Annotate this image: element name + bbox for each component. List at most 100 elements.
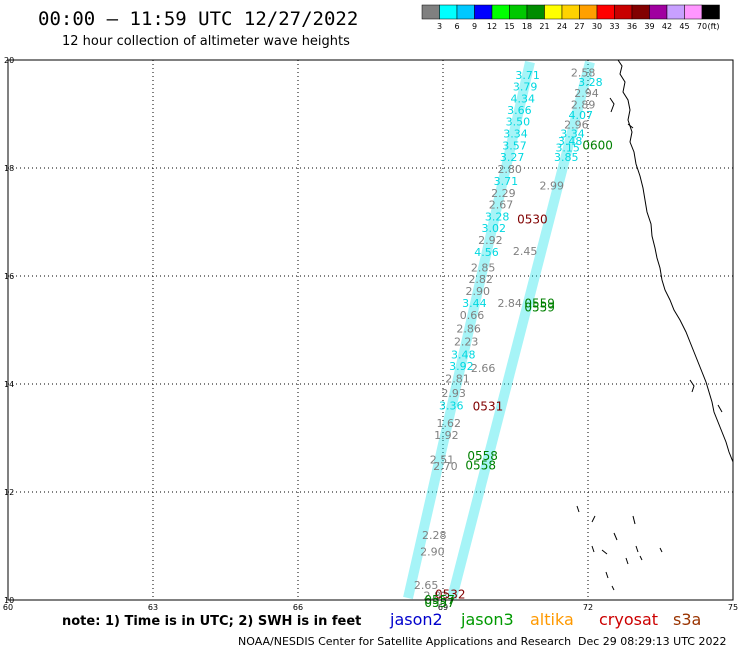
satellite-tracks xyxy=(403,60,595,600)
swh-label: 1.62 xyxy=(437,417,462,430)
swh-label: 4.34 xyxy=(511,92,536,105)
map-title: 00:00 – 11:59 UTC 12/27/2022 xyxy=(38,8,358,30)
swh-label: 4.56 xyxy=(474,246,499,259)
legend-swatch xyxy=(526,4,545,20)
swh-label: 3.34 xyxy=(560,127,585,140)
swh-label: 3.71 xyxy=(515,69,540,82)
coast-inlet-1 xyxy=(609,97,615,113)
swh-label: 2.83 xyxy=(424,590,449,603)
legend-swatch xyxy=(631,4,650,20)
coast-inlet-4 xyxy=(717,404,723,413)
legend-bin-label: 6 xyxy=(454,22,459,31)
legend-bin-label: 21 xyxy=(539,22,549,31)
swh-label: 0.66 xyxy=(460,309,485,322)
legend-swatch xyxy=(666,4,685,20)
swh-label: 3.57 xyxy=(502,139,527,152)
swh-label: 2.81 xyxy=(445,373,470,386)
lon-tick-label: 75 xyxy=(728,603,738,612)
swh-label: 2.90 xyxy=(466,285,491,298)
swh-label: 2.67 xyxy=(489,199,514,212)
footer-timestamp: Dec 29 08:29:13 UTC 2022 xyxy=(578,635,726,648)
legend-swatch xyxy=(596,4,615,20)
lakshadweep-islands xyxy=(576,505,663,591)
legend-swatch xyxy=(509,4,528,20)
swh-label: 2.99 xyxy=(540,179,565,192)
mission-s3a: s3a xyxy=(673,610,701,629)
lat-tick-label: 16 xyxy=(4,272,14,281)
swh-label: 3.34 xyxy=(503,127,528,140)
lon-tick-label: 69 xyxy=(438,603,448,612)
swh-label: 2.29 xyxy=(491,187,516,200)
swh-label: 2.66 xyxy=(471,362,496,375)
lon-tick-label: 72 xyxy=(583,603,593,612)
swh-label: 2.85 xyxy=(471,261,496,274)
legend-swatch xyxy=(421,4,440,20)
legend-swatch xyxy=(684,4,703,20)
swh-label: 2.51 xyxy=(430,454,455,467)
swh-label: 2.90 xyxy=(420,545,445,558)
legend-swatch xyxy=(439,4,458,20)
pass-time-label: 0532 xyxy=(435,588,466,602)
swh-label: 2.45 xyxy=(513,245,538,258)
swh-label: 3.28 xyxy=(485,211,510,224)
legend-bin-label: 70 xyxy=(697,22,707,31)
legend-swatch xyxy=(561,4,580,20)
legend-swatch xyxy=(456,4,475,20)
swh-label: 2.82 xyxy=(468,273,493,286)
swh-label: 2.84 xyxy=(497,297,522,310)
swh-label: 2.65 xyxy=(414,579,439,592)
legend-swatch xyxy=(491,4,510,20)
legend-bin-label: 45 xyxy=(679,22,689,31)
map-subtitle: 12 hour collection of altimeter wave hei… xyxy=(62,34,350,49)
swh-label: 2.58 xyxy=(571,66,596,79)
swh-label: 3.48 xyxy=(451,348,476,361)
swh-label: 2.23 xyxy=(454,335,479,348)
pass-time-label: 0558 xyxy=(465,459,496,473)
lat-lon-grid xyxy=(8,60,733,600)
wave-height-color-legend: 3 6 9 12 15 18 21 24 27 30 33 36 39 42 45 70 (ft) xyxy=(421,4,720,31)
mission-cryosat: cryosat xyxy=(599,610,658,629)
coast-inlet-3 xyxy=(689,379,695,393)
legend-swatch xyxy=(474,4,493,20)
mission-altika: altika xyxy=(530,610,574,629)
coast-inlet-2 xyxy=(627,123,634,129)
legend-bin-label: 33 xyxy=(609,22,619,31)
legend-bin-label: 24 xyxy=(557,22,567,31)
footer-note: note: 1) Time is in UTC; 2) SWH is in fe… xyxy=(62,614,361,629)
pass-time-label: 0530 xyxy=(517,212,548,226)
swh-label: 3.71 xyxy=(494,175,519,188)
footer-credit: NOAA/NESDIS Center for Satellite Applica… xyxy=(238,635,571,648)
lon-tick-label: 60 xyxy=(3,603,13,612)
lat-tick-label: 18 xyxy=(4,164,14,173)
swh-label: 2.94 xyxy=(574,87,599,100)
legend-swatch xyxy=(649,4,668,20)
lat-tick-label: 12 xyxy=(4,488,14,497)
swh-label: 1.92 xyxy=(434,429,459,442)
swh-label: 2.89 xyxy=(571,98,596,111)
legend-bin-label: 30 xyxy=(592,22,602,31)
swh-label: 2.70 xyxy=(433,460,458,473)
swh-value-labels: 2.58 3.71 3.28 3.79 2.94 4.34 2.89 3.66 4.07 3.50… xyxy=(414,66,603,602)
legend-swatch xyxy=(579,4,598,20)
legend-swatch xyxy=(701,4,720,20)
mission-jason3: jason3 xyxy=(460,610,514,629)
map-background xyxy=(8,60,733,600)
swh-label: 2.96 xyxy=(564,118,589,131)
swh-label: 3.50 xyxy=(506,116,531,129)
swh-label: 3.02 xyxy=(482,222,507,235)
legend-bin-label: 36 xyxy=(627,22,637,31)
lon-tick-label: 66 xyxy=(293,603,303,612)
legend-bin-label: 39 xyxy=(644,22,654,31)
legend-bin-label: 18 xyxy=(522,22,532,31)
legend-bin-label: 15 xyxy=(504,22,514,31)
swh-label: 4.07 xyxy=(569,109,594,122)
legend-bin-label: 9 xyxy=(472,22,477,31)
lon-tick-label: 63 xyxy=(148,603,158,612)
pass-time-label: 0559 xyxy=(524,297,555,311)
swh-label: 3.28 xyxy=(578,76,603,89)
swh-label: 3.79 xyxy=(513,80,538,93)
legend-bin-label: 27 xyxy=(574,22,584,31)
pass-time-label: 0558 xyxy=(467,449,498,463)
